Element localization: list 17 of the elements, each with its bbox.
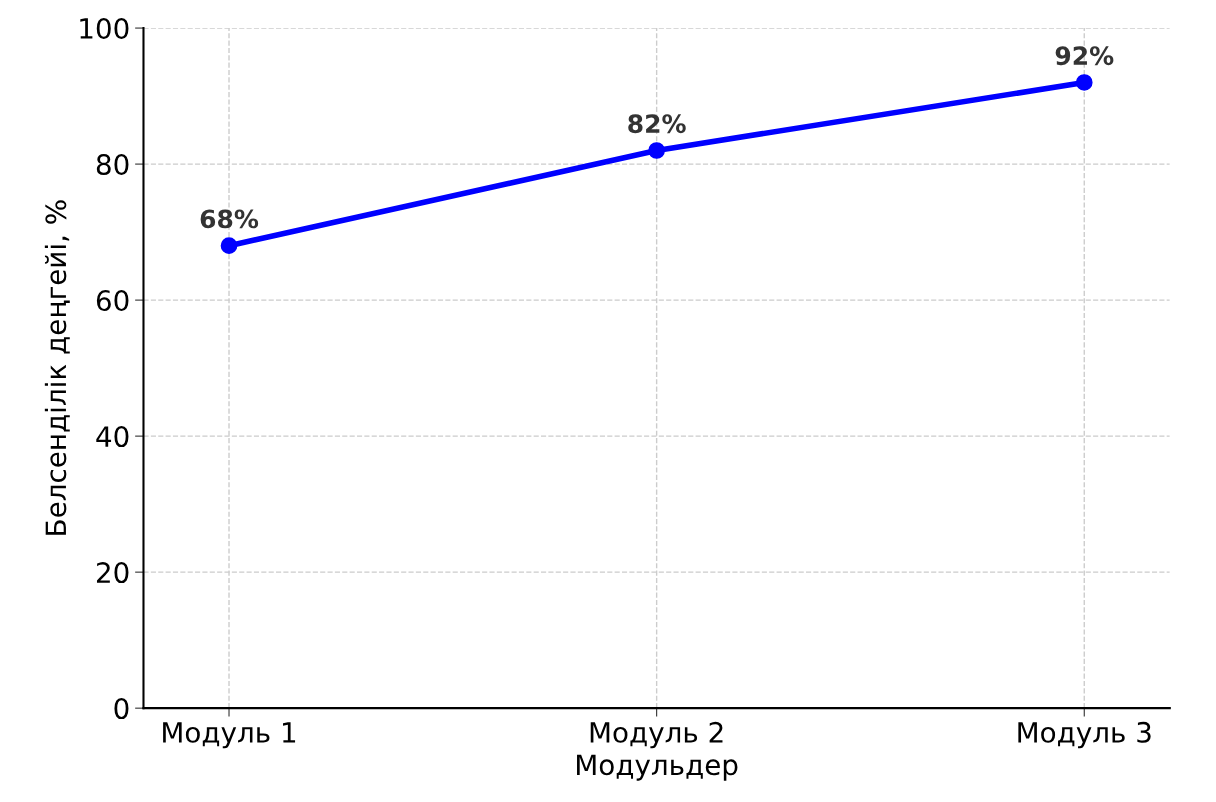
y-tick-label: 100 (80, 18, 129, 40)
y-tick-label: 60 (96, 290, 129, 312)
point (648, 142, 665, 159)
data-label: 68% (200, 209, 259, 229)
x-tick-label: Модуль 2 (590, 721, 723, 749)
y-tick-label: 20 (96, 562, 129, 584)
point (1075, 74, 1093, 91)
y-axis-title: Белсенділік деңгейі, % (44, 200, 70, 535)
y-tick-label: 80 (96, 154, 129, 176)
data-label: 92% (1055, 46, 1114, 66)
x-axis-title: Модульдер (577, 754, 738, 781)
point (220, 237, 238, 255)
x-tick-label: Модуль 3 (1018, 721, 1151, 749)
y-tick-label: 0 (114, 698, 129, 720)
y-tick-label: 40 (96, 426, 129, 448)
x-tick-label: Модуль 1 (163, 722, 296, 749)
data-label: 82% (628, 114, 686, 134)
